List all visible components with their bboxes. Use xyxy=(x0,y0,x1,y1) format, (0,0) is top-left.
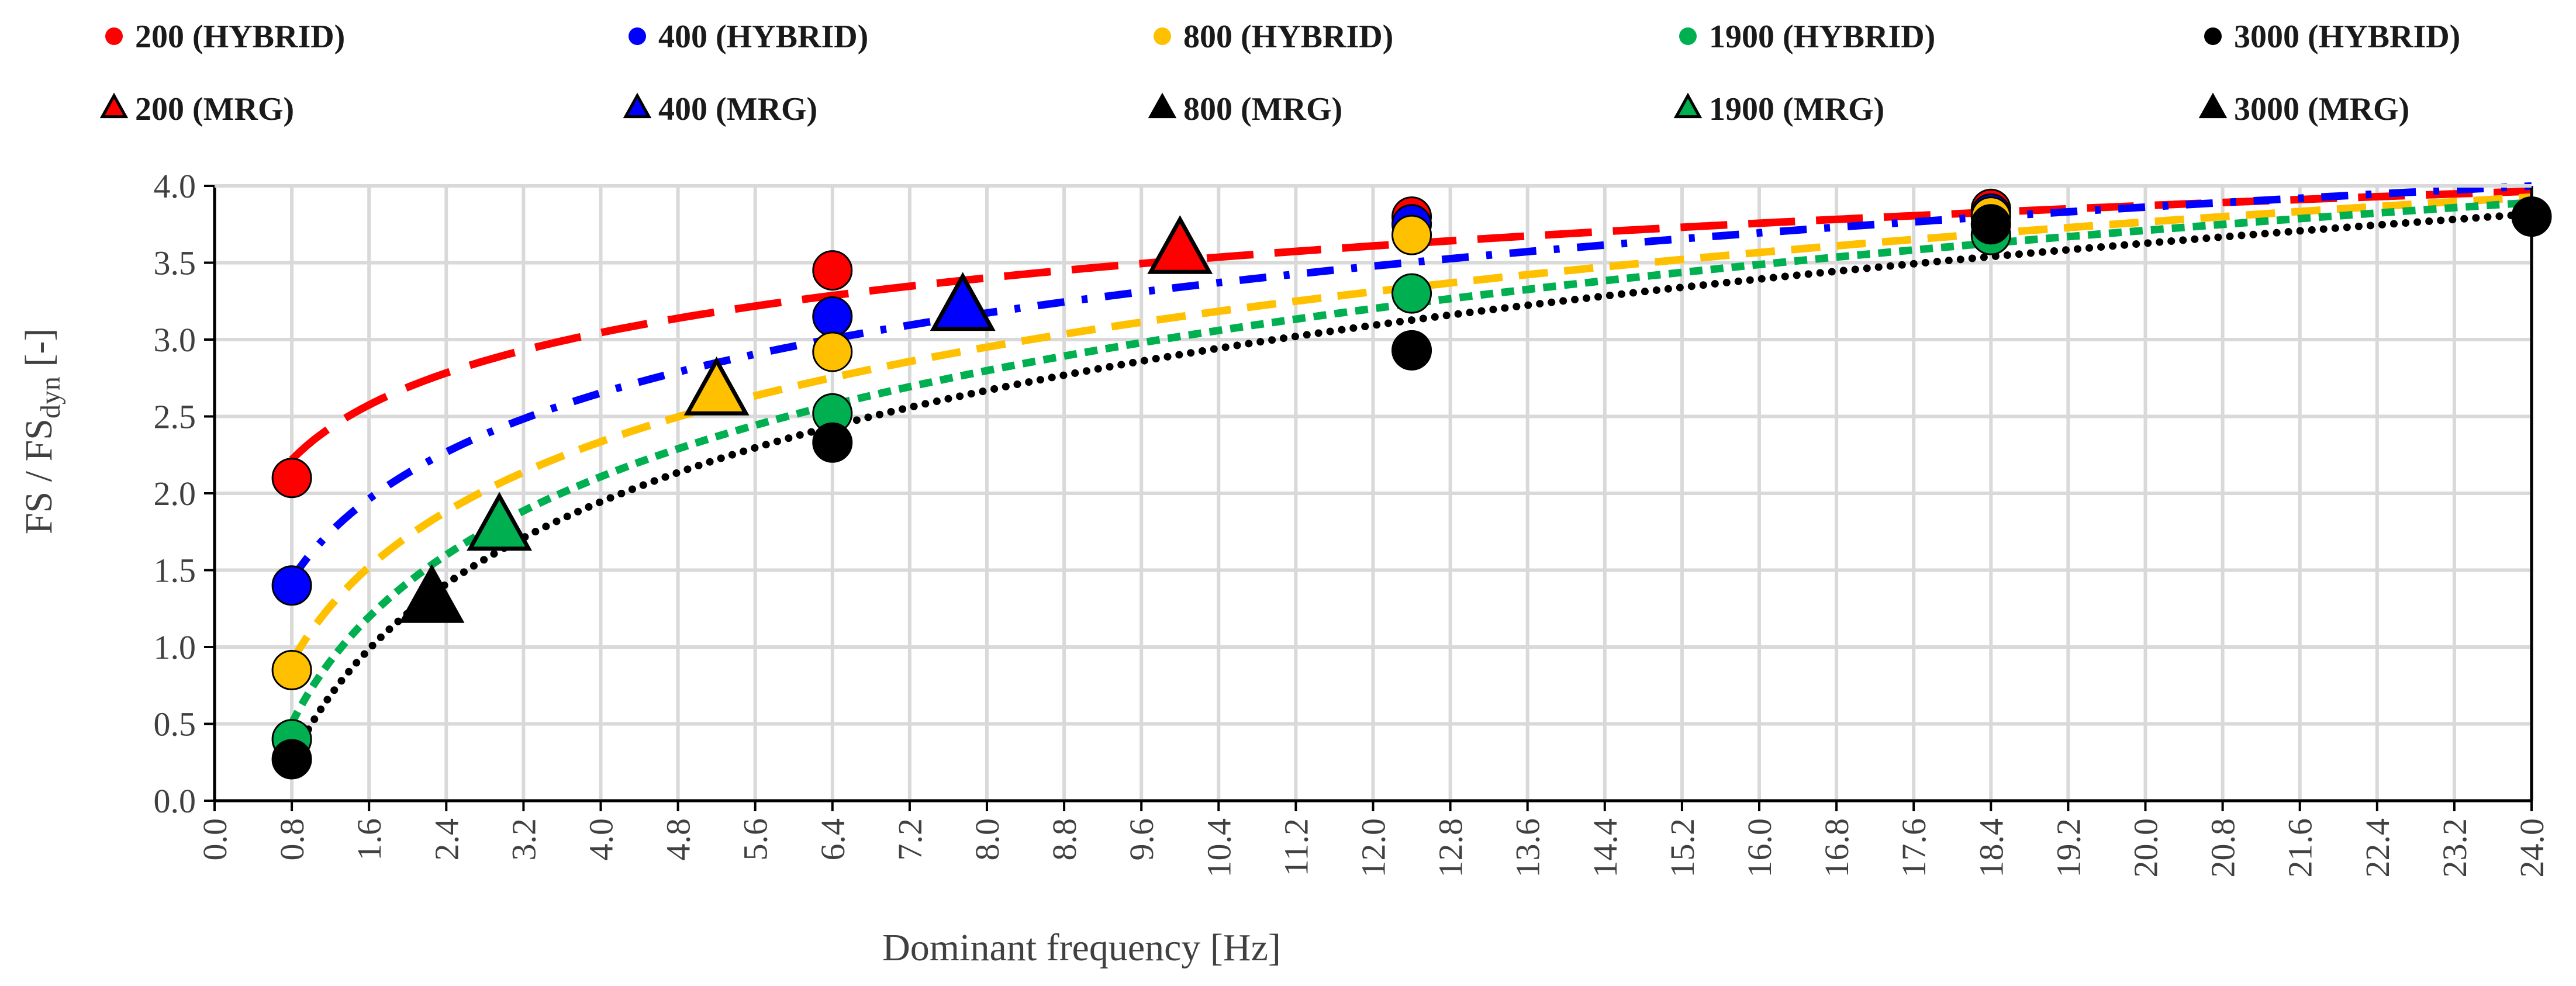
point-3000-hybrid-1 xyxy=(271,739,312,780)
legend-label-200-mrg: 200 (MRG) xyxy=(135,91,294,127)
legend-marker-400-hybrid xyxy=(629,27,646,45)
x-tick-label: 2.4 xyxy=(427,818,465,861)
legend-marker-1900-mrg xyxy=(1673,92,1703,119)
x-axis-title: Dominant frequency [Hz] xyxy=(882,926,1281,969)
trendline-3 xyxy=(288,193,2532,664)
x-tick-label: 10.4 xyxy=(1200,818,1238,878)
tick-labels: 0.0 0.8 1.6 2.4 3.2 4.0 4.8 5.6 6.4 7.2 8.0 8.8 9.6 1… xyxy=(154,167,2551,878)
y-axis-title-suffix: [-] xyxy=(18,328,60,376)
legend-marker-1900-hybrid xyxy=(1679,27,1697,45)
x-tick-label: 21.6 xyxy=(2281,818,2319,878)
x-tick-label: 8.8 xyxy=(1045,818,1083,861)
y-tick-label: 2.0 xyxy=(154,475,196,513)
point-200-hybrid-2 xyxy=(812,250,853,291)
x-tick-label: 4.0 xyxy=(582,818,620,861)
legend-label-800-mrg: 800 (MRG) xyxy=(1183,91,1342,127)
x-tick-label: 11.2 xyxy=(1277,818,1315,876)
legend-label-800-hybrid: 800 (HYBRID) xyxy=(1183,19,1393,55)
legend-marker-200-mrg xyxy=(99,92,129,119)
point-3000-hybrid-3 xyxy=(1391,330,1432,371)
legend-marker-3000-mrg xyxy=(2198,92,2228,119)
x-tick-label: 23.2 xyxy=(2436,818,2474,878)
x-tick-label: 19.2 xyxy=(2049,818,2087,878)
x-tick-label: 13.6 xyxy=(1509,818,1547,878)
x-tick-label: 12.0 xyxy=(1355,818,1393,878)
point-800-hybrid-3 xyxy=(1391,215,1432,255)
legend-label-200-hybrid: 200 (HYBRID) xyxy=(135,19,345,55)
y-tick-label: 4.0 xyxy=(154,167,196,205)
axes xyxy=(204,184,2533,811)
legend-marker-800-mrg xyxy=(1148,92,1177,119)
y-axis-title-main: FS / FS xyxy=(18,418,60,534)
point-1900-hybrid-3 xyxy=(1391,273,1432,314)
x-tick-label: 17.6 xyxy=(1895,818,1933,878)
trendlines xyxy=(288,182,2536,764)
legend-label-400-hybrid: 400 (HYBRID) xyxy=(658,19,868,55)
x-tick-label: 9.6 xyxy=(1123,818,1161,861)
legend-label-1900-hybrid: 1900 (HYBRID) xyxy=(1709,19,1935,55)
x-tick-label: 20.8 xyxy=(2204,818,2242,878)
point-3000-mrg-1 xyxy=(399,564,465,623)
x-tick-label: 18.4 xyxy=(1972,818,2010,878)
y-tick-label: 3.5 xyxy=(154,244,196,282)
y-axis-title-sub: dyn xyxy=(35,376,66,418)
legend-label-3000-mrg: 3000 (MRG) xyxy=(2234,91,2409,127)
y-tick-label: 1.0 xyxy=(154,628,196,666)
x-tick-label: 22.4 xyxy=(2359,818,2397,878)
point-3000-hybrid-2 xyxy=(812,422,853,463)
point-200-hybrid-1 xyxy=(271,458,312,499)
x-tick-label: 15.2 xyxy=(1663,818,1701,878)
x-tick-label: 16.0 xyxy=(1741,818,1779,878)
x-tick-label: 14.4 xyxy=(1586,818,1624,878)
x-tick-label: 20.0 xyxy=(2127,818,2165,878)
legend-label-400-mrg: 400 (MRG) xyxy=(658,91,817,127)
y-axis-title: FS / FSdyn [-] xyxy=(18,328,66,535)
legend-marker-3000-hybrid xyxy=(2204,27,2222,45)
trendline-5 xyxy=(288,210,2536,764)
y-tick-label: 2.5 xyxy=(154,398,196,436)
x-tick-label: 12.8 xyxy=(1432,818,1470,878)
x-tick-label: 3.2 xyxy=(505,818,543,861)
legend-marker-200-hybrid xyxy=(105,27,123,45)
point-800-mrg-1 xyxy=(683,357,750,416)
x-tick-label: 1.6 xyxy=(350,818,388,861)
x-tick-label: 0.8 xyxy=(273,818,311,861)
x-tick-label: 4.8 xyxy=(659,818,697,861)
x-tick-label: 24.0 xyxy=(2513,818,2551,878)
y-tick-label: 0.5 xyxy=(154,705,196,743)
x-tick-label: 5.6 xyxy=(737,818,775,861)
x-tick-label: 8.0 xyxy=(968,818,1006,861)
y-tick-label: 3.0 xyxy=(154,321,196,359)
legend-marker-800-hybrid xyxy=(1154,27,1171,45)
x-tick-label: 6.4 xyxy=(814,818,852,861)
point-800-hybrid-1 xyxy=(271,649,312,690)
legend: 200 (HYBRID) 400 (HYBRID) 800 (HYBRID) 1900… xyxy=(99,19,2460,127)
gridlines xyxy=(213,184,2533,802)
legend-marker-400-mrg xyxy=(623,92,652,119)
point-800-hybrid-2 xyxy=(812,331,853,372)
x-tick-label: 16.8 xyxy=(1818,818,1856,878)
point-400-hybrid-1 xyxy=(271,565,312,606)
point-400-hybrid-2 xyxy=(812,296,853,337)
point-200-mrg-1 xyxy=(1147,215,1213,274)
y-tick-label: 1.5 xyxy=(154,552,196,590)
point-400-mrg-1 xyxy=(930,272,996,331)
x-tick-label: 7.2 xyxy=(891,818,929,861)
point-3000-hybrid-4 xyxy=(1970,204,2011,245)
point-1900-mrg-1 xyxy=(467,492,533,551)
legend-label-1900-mrg: 1900 (MRG) xyxy=(1709,91,1884,127)
data-markers xyxy=(271,188,2552,780)
trendline-4 xyxy=(288,199,2532,725)
y-tick-label: 0.0 xyxy=(154,782,196,820)
legend-label-3000-hybrid: 3000 (HYBRID) xyxy=(2234,19,2460,55)
x-tick-label: 0.0 xyxy=(196,818,234,861)
